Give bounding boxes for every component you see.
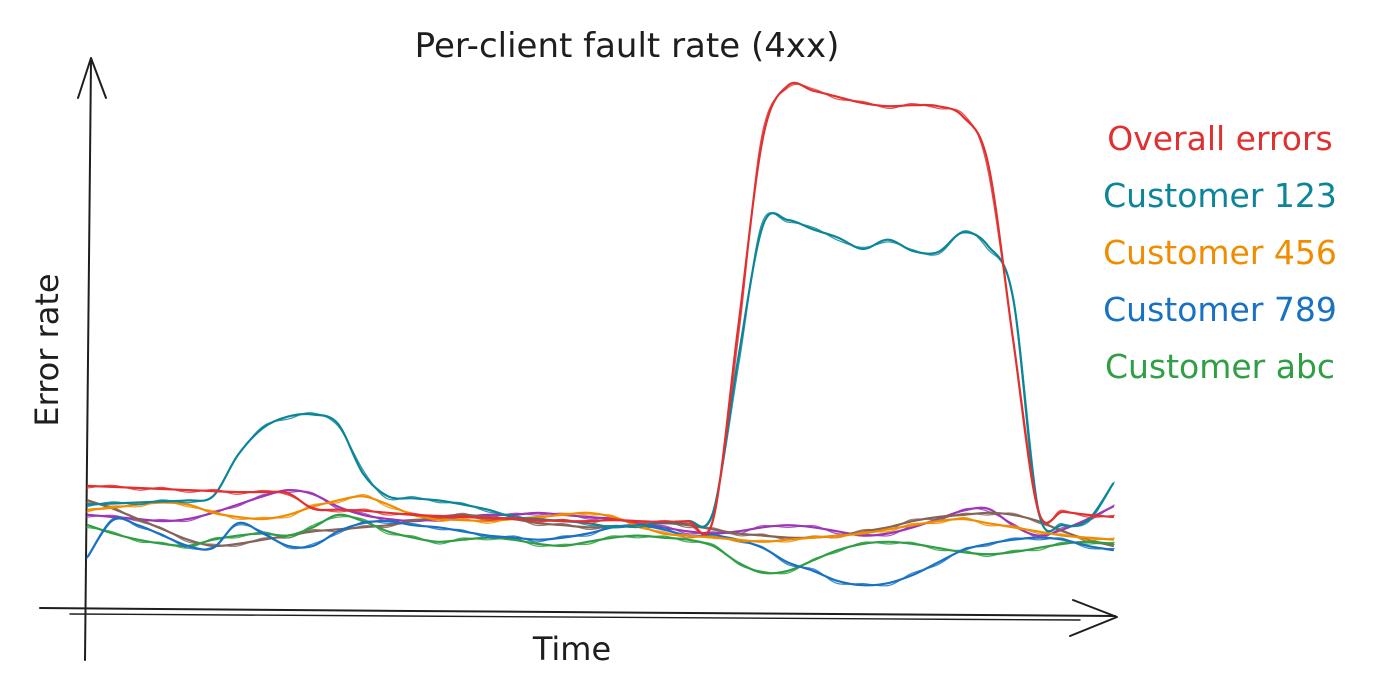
series-line-customer-123-sketch-stroke (86, 212, 1115, 533)
unlabeled-series-line-2-sketch-stroke (86, 502, 1115, 547)
series-line-customer-789-sketch-stroke (86, 516, 1115, 587)
series-line-overall-errors (86, 81, 1115, 536)
y-axis-arrow (77, 57, 107, 99)
chart-title: Per-client fault rate (4xx) (415, 26, 840, 66)
series-line-customer-123 (86, 212, 1115, 533)
x-axis-arrow (1069, 599, 1118, 637)
y-axis-label: Error rate (28, 273, 66, 426)
legend-entry-customer-abc: Customer abc (1105, 347, 1335, 386)
series-layer (86, 81, 1115, 587)
legend-entry-overall-errors: Overall errors (1107, 119, 1333, 158)
unlabeled-series-line-1 (86, 488, 1115, 537)
series-line-customer-456-sketch-stroke (86, 494, 1115, 543)
x-axis-secondary (69, 613, 1081, 621)
x-axis (39, 607, 1116, 617)
legend-entry-customer-123: Customer 123 (1103, 176, 1337, 215)
legend-entry-customer-456: Customer 456 (1103, 233, 1337, 272)
x-axis-label: Time (532, 630, 611, 668)
legend-entry-customer-789: Customer 789 (1103, 290, 1337, 329)
series-line-overall-errors-sketch-stroke (86, 83, 1115, 535)
axes (39, 57, 1118, 661)
legend: Overall errors Customer 123 Customer 456 Cu… (1103, 119, 1337, 386)
y-axis (84, 59, 92, 661)
